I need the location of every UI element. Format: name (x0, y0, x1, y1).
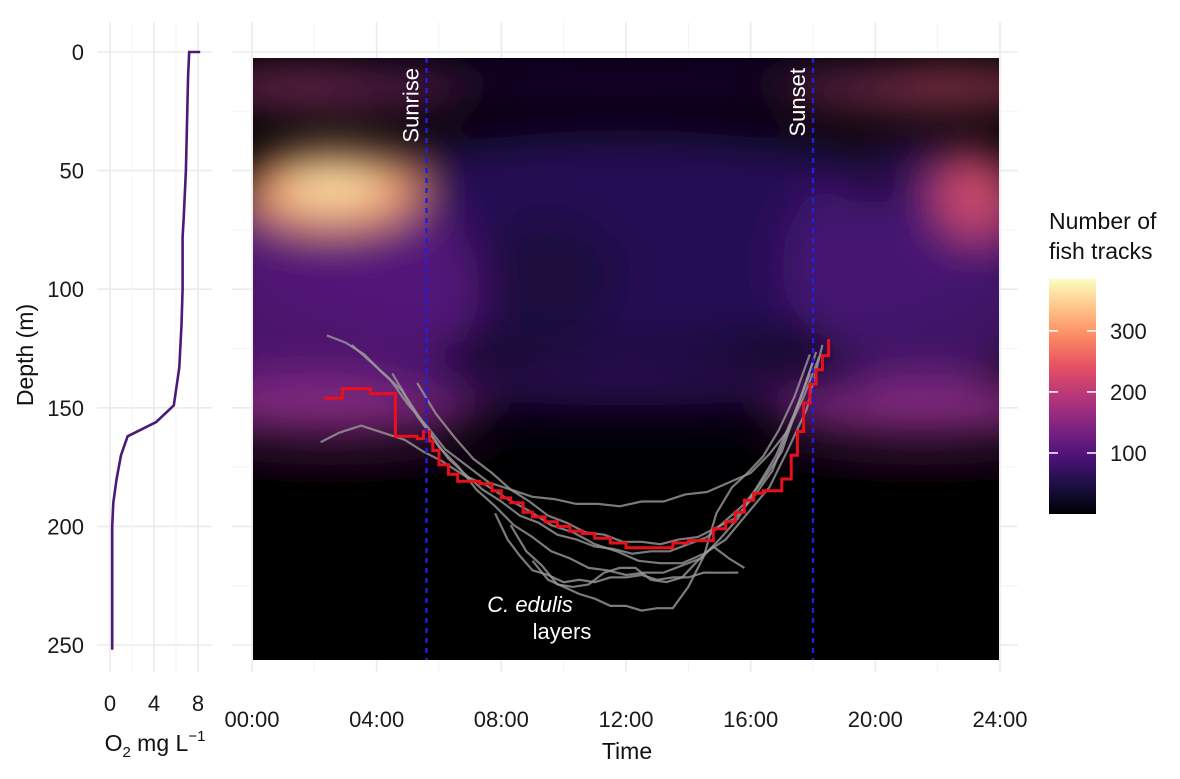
time-tick-label: 08:00 (474, 707, 529, 732)
density-left-field (253, 169, 480, 410)
density-surface-mid (326, 70, 926, 91)
gray-fish-track (531, 354, 811, 612)
density-hotspot-left-core (278, 162, 389, 207)
colorbar-tick-label: 300 (1110, 319, 1147, 344)
density-dark-column (478, 217, 619, 338)
colorbar-gradient (1049, 279, 1096, 514)
depth-tick-label: 50 (60, 159, 84, 184)
colorbar-tick-label: 200 (1110, 380, 1147, 405)
depth-tick-label: 250 (47, 633, 84, 658)
layers-label-species: C. edulis (487, 592, 573, 617)
oxygen-gridlines (97, 22, 212, 672)
density-hotspot-right (935, 149, 999, 240)
oxygen-x-ticks: 0 4 8 (104, 691, 204, 716)
heatmap-time-ticks: 00:00 04:00 08:00 12:00 16:00 20:00 24:00 (224, 707, 1027, 732)
legend-title-line2: fish tracks (1049, 238, 1153, 264)
heatmap-density-blobs (253, 70, 999, 660)
density-dark-pocket-right (835, 160, 916, 205)
oxygen-axis-title: O2 mg L−1 (105, 728, 206, 761)
density-deep-mid (376, 362, 876, 407)
fish-track-heatmap-panel: 00:00 04:00 08:00 12:00 16:00 20:00 24:00 Sunr… (224, 22, 1028, 764)
time-tick-label: 12:00 (598, 707, 653, 732)
oxygen-depth-ticks: 0 50 100 150 200 250 (47, 40, 84, 658)
density-right-field (782, 145, 999, 386)
time-tick-label: 00:00 (224, 707, 279, 732)
time-tick-label: 04:00 (349, 707, 404, 732)
oxygen-tick-label: 0 (104, 691, 116, 716)
oxygen-tick-label: 8 (192, 691, 204, 716)
sunset-label: Sunset (785, 68, 810, 137)
oxygen-tick-label: 4 (148, 691, 160, 716)
sunrise-label: Sunrise (399, 68, 424, 143)
colorbar-legend: Number of fish tracks 100 200 300 (1049, 208, 1157, 514)
time-tick-label: 24:00 (972, 707, 1027, 732)
layers-label-word: layers (533, 619, 592, 644)
time-axis-title: Time (602, 738, 652, 764)
time-tick-label: 16:00 (723, 707, 778, 732)
colorbar-ticks: 100 200 300 (1049, 319, 1147, 466)
colorbar-tick-label: 100 (1110, 441, 1147, 466)
oxygen-profile-panel: 0 50 100 150 200 250 0 4 8 Depth (m) O2 mg L−1 (12, 22, 212, 761)
depth-axis-title: Depth (m) (12, 304, 38, 406)
depth-tick-label: 150 (47, 396, 84, 421)
time-tick-label: 20:00 (848, 707, 903, 732)
red-median-track (323, 339, 831, 550)
oxygen-profile-line (110, 50, 201, 650)
depth-tick-label: 100 (47, 277, 84, 302)
legend-title-line1: Number of (1049, 208, 1157, 234)
depth-tick-label: 0 (72, 40, 84, 65)
depth-tick-label: 200 (47, 514, 84, 539)
